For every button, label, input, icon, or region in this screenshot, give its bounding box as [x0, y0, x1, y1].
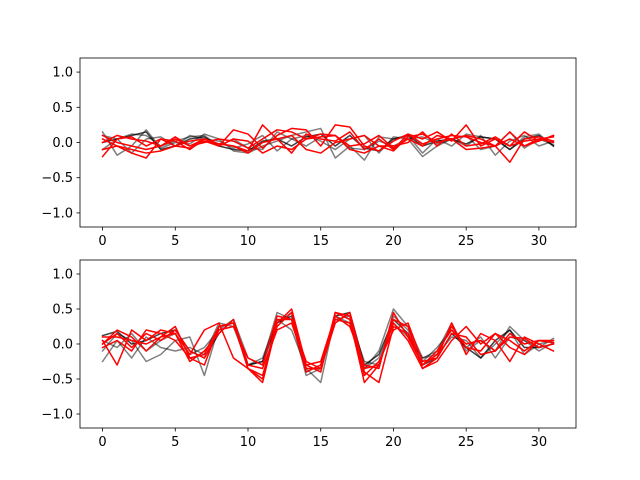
series-line	[101, 129, 555, 163]
axes-2: 0 5 10 15 20 25 30 −1.0 −0.5 0.0 0.5 1.0	[41, 259, 577, 450]
x-tick-label: 15	[312, 234, 329, 249]
x-tick-label: 5	[171, 435, 179, 450]
y-tick-label: −0.5	[41, 373, 73, 388]
y-tick-label: 1.0	[52, 268, 73, 283]
x-tick-label: 0	[98, 435, 106, 450]
x-tick-label: 10	[240, 234, 257, 249]
series-line	[101, 315, 555, 377]
y-tick-label: 0.0	[52, 338, 73, 353]
x-tick-label: 5	[171, 234, 179, 249]
x-tick-label: 0	[98, 234, 106, 249]
y-tick-label: 0.5	[52, 101, 73, 116]
series-line	[101, 131, 555, 154]
x-tick-label: 20	[385, 234, 402, 249]
y-tick-label: −1.0	[41, 206, 73, 221]
y-tick-label: −1.0	[41, 408, 73, 423]
x-tick-label: 30	[531, 435, 548, 450]
y-tick-label: 0.5	[52, 303, 73, 318]
y-tick-label: −0.5	[41, 171, 73, 186]
y-tick-label: 0.0	[52, 136, 73, 151]
series-line	[101, 311, 555, 370]
x-tick-label: 25	[458, 435, 475, 450]
series-line	[101, 133, 555, 154]
y-tick-label: 1.0	[52, 66, 73, 81]
x-tick-label: 20	[385, 435, 402, 450]
x-tick-label: 15	[312, 435, 329, 450]
x-tick-label: 30	[531, 234, 548, 249]
axes-1: 0 5 10 15 20 25 30 −1.0 −0.5 0.0 0.5 1.0	[41, 57, 577, 249]
series-line	[101, 124, 555, 159]
x-tick-label: 25	[458, 234, 475, 249]
x-tick-label: 10	[240, 435, 257, 450]
